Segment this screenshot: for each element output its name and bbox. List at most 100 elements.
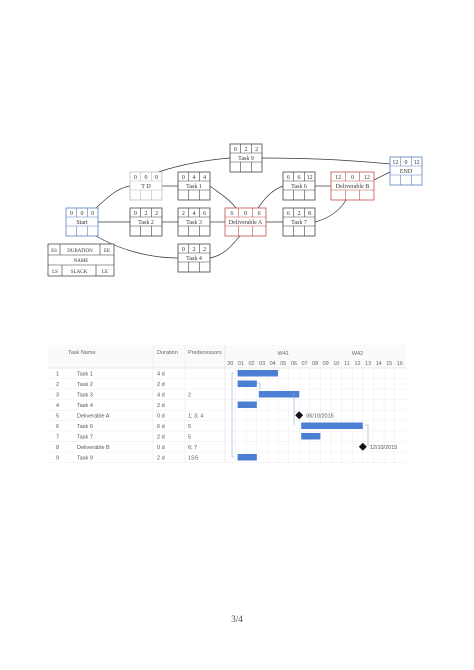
gantt-bar-3	[258, 391, 300, 398]
row-7-name: Task 7	[77, 435, 93, 441]
gantt-day-6: 06	[291, 361, 297, 367]
table-row: 9 Task 9 2 d 1SS	[48, 454, 406, 463]
node-task2-ef: 2	[155, 211, 158, 217]
gantt-day-7: 07	[301, 361, 307, 367]
row-1-num: 1	[56, 372, 59, 378]
node-delB-name: Deliverable B	[336, 184, 370, 190]
gantt-day-14: 14	[376, 361, 382, 367]
row-8-num: 8	[56, 445, 59, 451]
node-end-dur: 0	[405, 160, 408, 166]
table-row: 8 Deliverable B 0 d 6; 7 12/10/2015	[48, 442, 406, 453]
table-row: 7 Task 7 2 d 5	[48, 433, 406, 442]
node-delB-dur: 0	[351, 175, 354, 181]
gantt-bar-1	[237, 370, 278, 377]
row-9-duration: 2 d	[157, 456, 165, 462]
node-task1-name: Task 1	[186, 184, 202, 190]
gantt-day-2: 02	[248, 361, 254, 367]
edge-start-td	[95, 185, 131, 209]
table-row: 3 Task 3 4 d 2	[48, 391, 406, 400]
node-delB: 12 0 12 Deliverable B	[330, 171, 375, 201]
node-delB-es: 12	[335, 175, 341, 181]
node-task6-ef: 12	[307, 175, 313, 181]
table-row: 6 Task 6 6 d 5	[48, 422, 406, 432]
node-task1-es: 0	[182, 175, 185, 181]
table-row: 4 Task 4 2 d	[48, 401, 406, 411]
node-end-es: 12	[392, 160, 398, 166]
legend-le: LE	[102, 270, 108, 275]
table-row: 1 Task 1 4 d	[48, 370, 406, 379]
node-start-name: Start	[76, 220, 88, 226]
edge-td-task9	[157, 157, 231, 173]
row-8-pred: 6; 7	[188, 445, 197, 451]
row-6-duration: 6 d	[157, 424, 165, 430]
node-task4-dur: 2	[193, 247, 196, 253]
node-end-name: END	[400, 169, 413, 175]
link-into-dela	[291, 393, 295, 412]
row-3-duration: 4 d	[157, 393, 165, 399]
node-td-ef: 0	[155, 175, 158, 181]
gantt-bar-4	[237, 401, 257, 408]
gantt-day-3: 03	[259, 361, 265, 367]
node-start-dur: 0	[81, 211, 84, 217]
gantt-bar-2	[237, 380, 257, 387]
node-delA-name: Deliverable A	[229, 220, 263, 226]
node-td-es: 0	[134, 175, 137, 181]
gantt-bar-6	[301, 422, 363, 429]
row-5-name: Deliverable A	[77, 414, 110, 420]
row-2-num: 2	[56, 382, 59, 388]
link-task9-ss	[231, 372, 234, 458]
row-5-pred: 1; 3; 4	[188, 414, 203, 420]
node-task2-es: 0	[134, 211, 137, 217]
gantt-header-duration: Duration	[157, 350, 178, 356]
gantt-day-8: 08	[312, 361, 318, 367]
row-3-name: Task 3	[77, 393, 93, 399]
node-task4-es: 0	[182, 247, 185, 253]
node-task9-es: 0	[234, 147, 237, 153]
legend-slack: SLACK	[71, 270, 88, 275]
node-task3-ef: 6	[203, 211, 206, 217]
node-end-ef: 12	[414, 160, 420, 166]
edge-task4-dela	[209, 235, 241, 259]
row-1-name: Task 1	[77, 372, 93, 378]
link-task6-delb	[365, 424, 369, 446]
node-task6-dur: 6	[298, 175, 301, 181]
network-legend: ES DURATION EE NAME LS SLACK LE	[47, 243, 115, 277]
node-task3-name: Task 3	[186, 220, 202, 226]
node-task7-es: 6	[287, 211, 290, 217]
row-9-num: 9	[56, 456, 59, 462]
gantt-week-headers: W41 W42	[278, 351, 364, 357]
row-7-duration: 2 d	[157, 435, 165, 441]
edge-task9-end	[261, 157, 391, 165]
row-6-name: Task 6	[77, 424, 93, 430]
legend-ee: EE	[104, 249, 110, 254]
network-edges	[95, 157, 391, 259]
legend-es: ES	[51, 249, 57, 254]
edge-delb-end	[373, 171, 391, 181]
row-4-duration: 2 d	[157, 403, 165, 409]
row-7-num: 7	[56, 435, 59, 441]
gantt-week-w42: W42	[352, 351, 363, 357]
node-task9-name: Task 9	[238, 156, 254, 162]
node-task9-ef: 2	[255, 147, 258, 153]
row-8-name: Deliverable B	[77, 445, 110, 451]
row-2-duration: 2 d	[157, 382, 165, 388]
node-task6-name: Task 6	[291, 184, 307, 190]
link-task2-task3	[257, 382, 261, 390]
row-6-num: 6	[56, 424, 59, 430]
legend-ls: LS	[52, 270, 58, 275]
node-delA: 6 0 6 Deliverable A	[224, 207, 267, 237]
node-delA-ef: 6	[258, 211, 261, 217]
node-task1-dur: 4	[193, 175, 196, 181]
node-task7-dur: 2	[298, 211, 301, 217]
node-delB-ef: 12	[364, 175, 370, 181]
gantt-header-predecessors: Predecessors	[188, 350, 222, 356]
milestone-8-date: 12/10/2015	[370, 445, 398, 451]
gantt-day-0: 30	[227, 361, 233, 367]
node-td-name: T D	[141, 184, 151, 190]
node-delA-dur: 0	[244, 211, 247, 217]
